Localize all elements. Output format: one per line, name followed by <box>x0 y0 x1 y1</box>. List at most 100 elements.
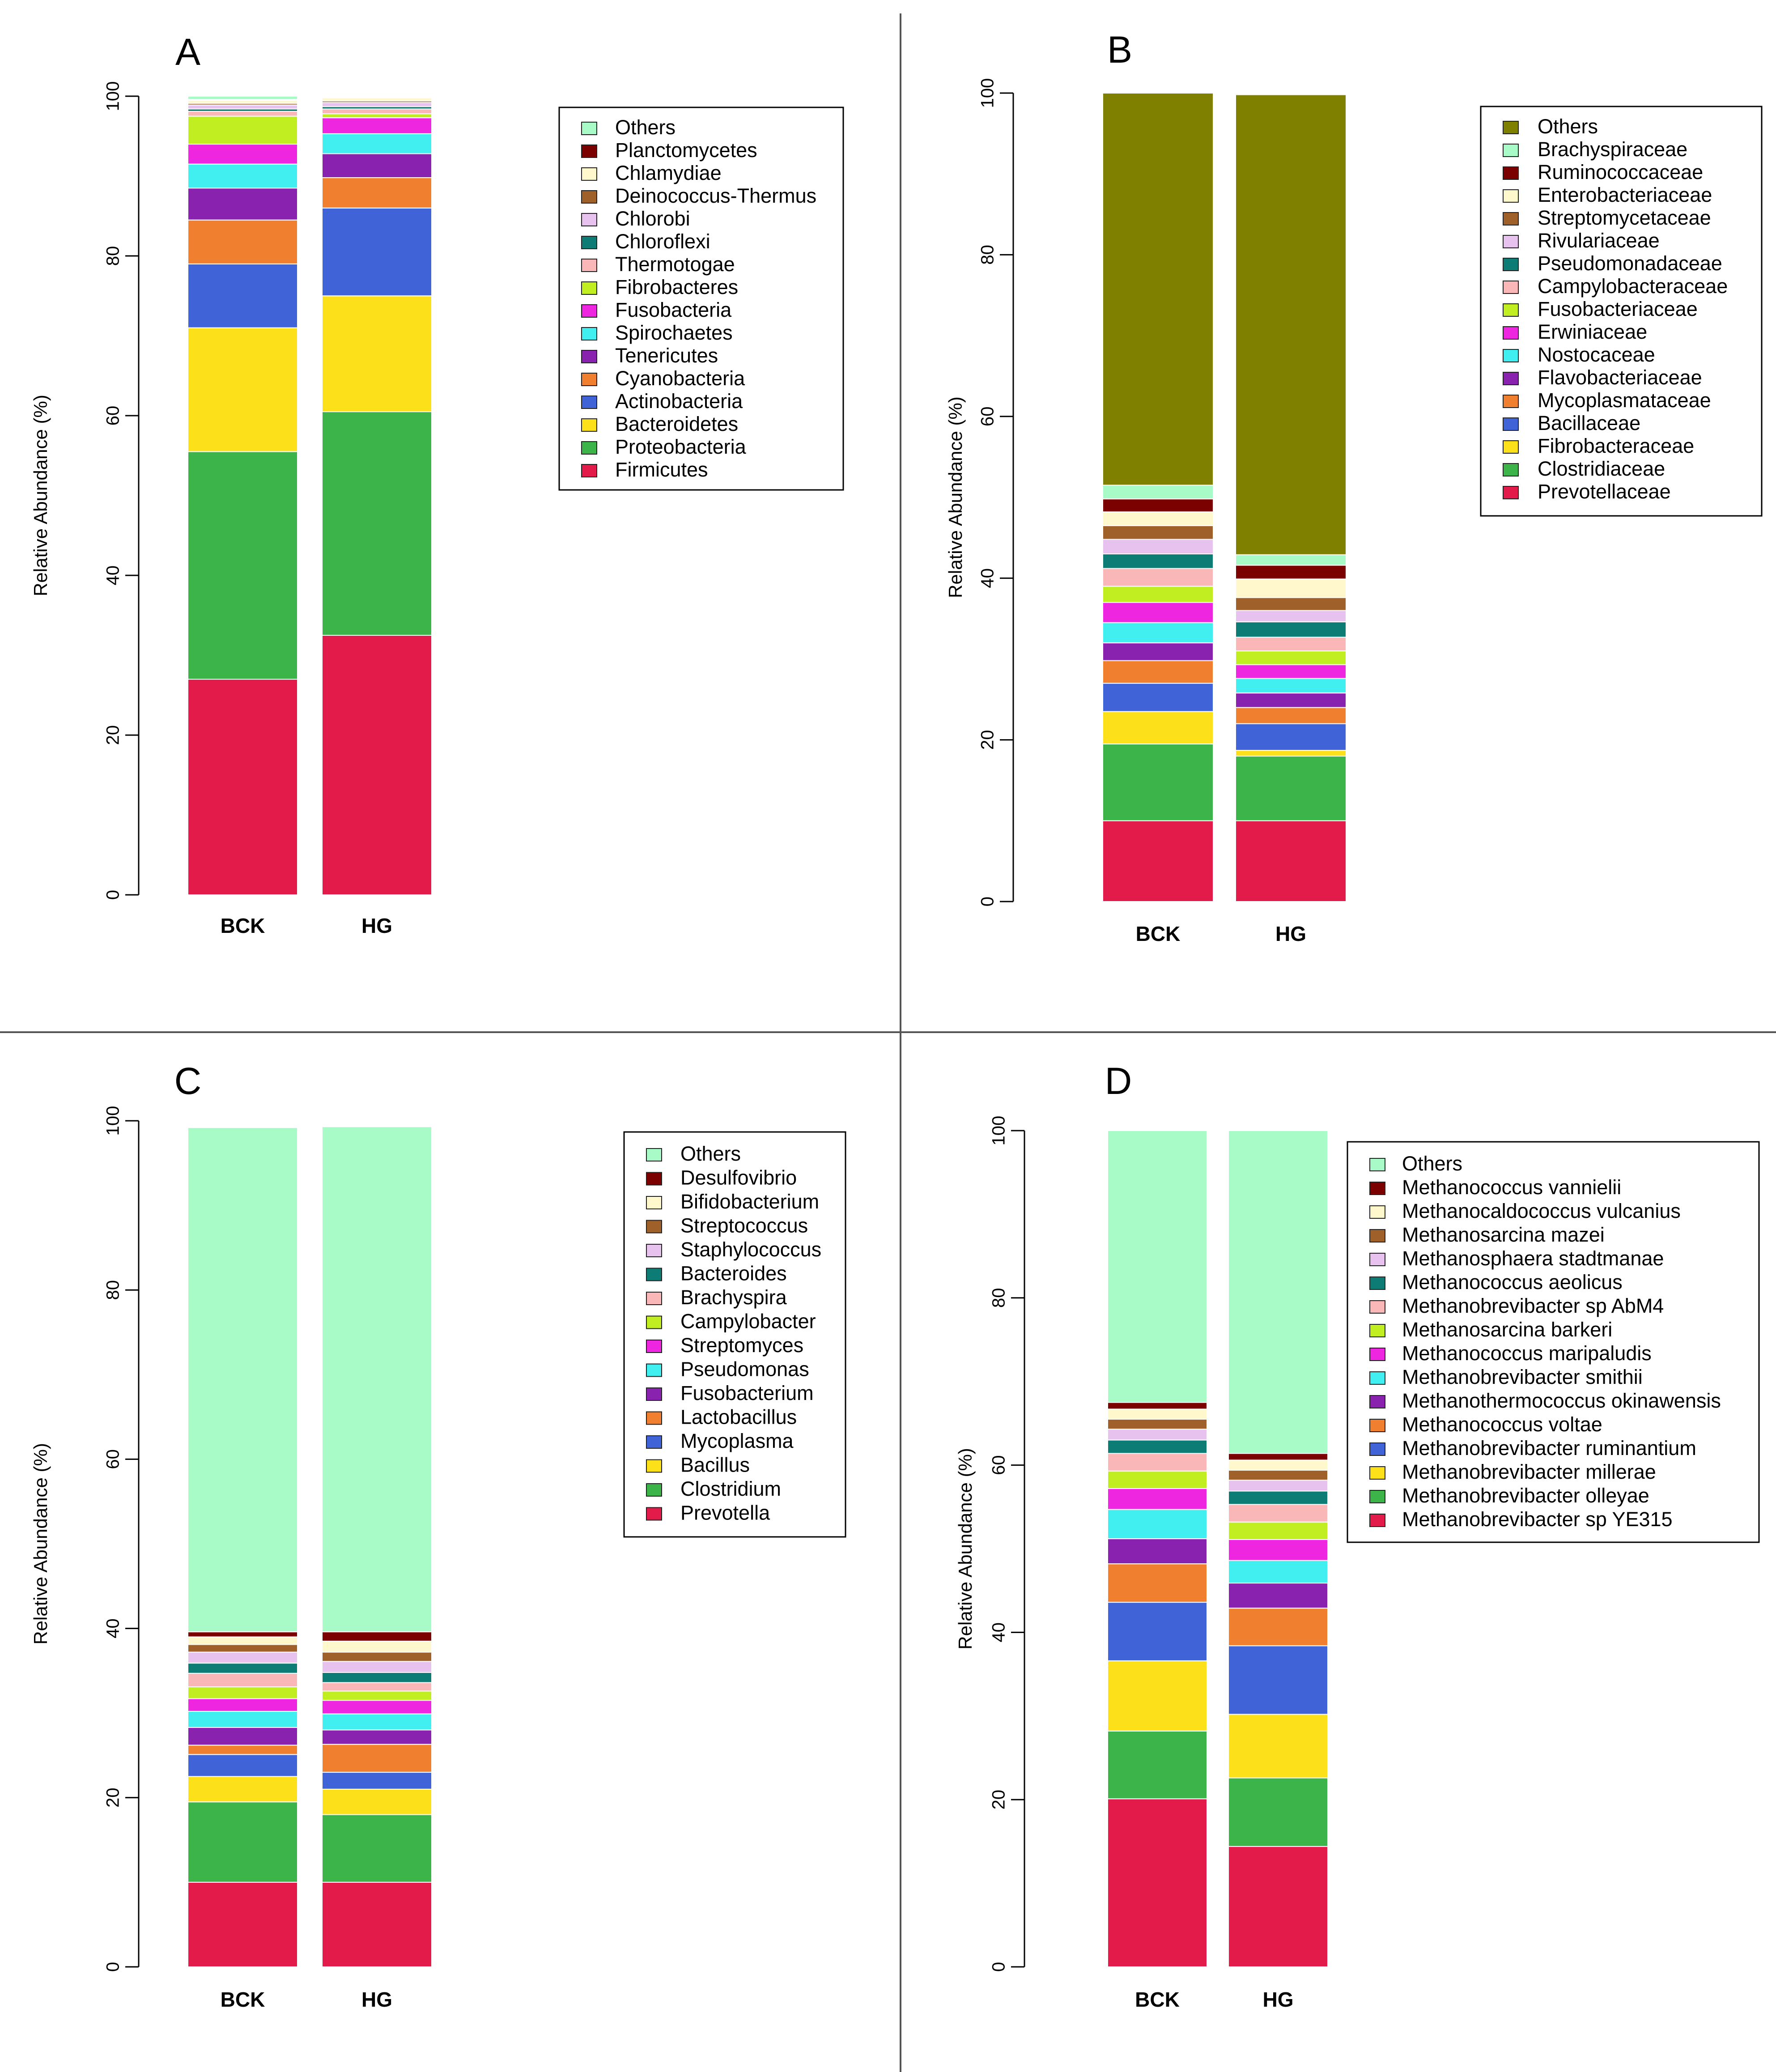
y-tick-label: 80 <box>978 245 998 265</box>
bar-segment-hg-fusobacteriaceae <box>1235 650 1347 665</box>
bar-segment-hg-methanosarcina-mazei <box>1228 1469 1328 1481</box>
legend-label-brachyspira: Brachyspira <box>680 1286 787 1309</box>
legend-swatch-bacillus <box>646 1459 662 1473</box>
legend-label-bifidobacterium: Bifidobacterium <box>680 1190 819 1213</box>
legend-swatch-staphylococcus <box>646 1244 662 1257</box>
bar-segment-hg-methanosphaera-stadtmanae <box>1228 1480 1328 1492</box>
legend-swatch-chlorobi <box>581 213 597 226</box>
bar-segment-bck-firmicutes <box>187 679 298 896</box>
legend-swatch-bifidobacterium <box>646 1196 662 1209</box>
y-tick-label: 40 <box>103 566 123 586</box>
legend-box <box>1480 106 1763 517</box>
bar-segment-bck-spirochaetes <box>187 163 298 189</box>
legend-swatch-firmicutes <box>581 464 597 477</box>
legend-swatch-fusobacteria <box>581 304 597 318</box>
bar-segment-hg-methanococcus-maripaludis <box>1228 1539 1328 1561</box>
bar-segment-bck-desulfovibrio <box>187 1631 298 1638</box>
legend-label-staphylococcus: Staphylococcus <box>680 1238 821 1261</box>
bar-segment-hg-enterobacteriaceae <box>1235 579 1347 598</box>
bar-segment-hg-methanococcus-vannielii <box>1228 1453 1328 1461</box>
legend-label-spirochaetes: Spirochaetes <box>615 321 733 344</box>
legend-swatch-ruminococcaceae <box>1503 166 1519 180</box>
legend-label-tenericutes: Tenericutes <box>615 344 718 367</box>
legend-label-others: Others <box>1402 1152 1462 1175</box>
bar-segment-bck-campylobacteraceae <box>1102 568 1214 587</box>
y-tick-label: 60 <box>978 407 998 427</box>
bar-segment-bck-others <box>1107 1130 1207 1403</box>
legend-swatch-campylobacteraceae <box>1503 281 1519 294</box>
bar-segment-bck-brachyspiraceae <box>1102 485 1214 500</box>
bar-segment-bck-clostridiaceae <box>1102 743 1214 821</box>
bar-segment-bck-methanosarcina-mazei <box>1107 1418 1207 1430</box>
legend-label-flavobacteriaceae: Flavobacteriaceae <box>1538 366 1702 389</box>
y-tick-label: 100 <box>978 78 998 108</box>
bar-segment-bck-prevotellaceae <box>1102 820 1214 902</box>
legend-swatch-others <box>581 122 597 135</box>
bar-segment-bck-methanobrevibacter-ruminantium <box>1107 1602 1207 1661</box>
bar-segment-hg-methanobrevibacter-sp-ye315 <box>1228 1846 1328 1967</box>
bar-segment-hg-pseudomonas <box>322 1713 432 1731</box>
y-tick-label: 40 <box>978 568 998 588</box>
panel-label: A <box>175 31 200 73</box>
bar-segment-hg-flavobacteriaceae <box>1235 692 1347 708</box>
bar-segment-bck-streptococcus <box>187 1644 298 1653</box>
legend-swatch-enterobacteriaceae <box>1503 189 1519 203</box>
bar-segment-bck-methanobrevibacter-sp-abm4 <box>1107 1453 1207 1472</box>
bar-segment-hg-methanobrevibacter-smithii <box>1228 1560 1328 1584</box>
legend-label-methanobrevibacter-millerae: Methanobrevibacter millerae <box>1402 1460 1656 1483</box>
bar-segment-hg-nostocaceae <box>1235 678 1347 694</box>
bar-segment-hg-brachyspira <box>322 1682 432 1692</box>
y-tick-label: 20 <box>103 725 123 745</box>
legend-swatch-proteobacteria <box>581 441 597 455</box>
legend-label-rivulariaceae: Rivulariaceae <box>1538 229 1660 252</box>
bar-segment-hg-lactobacillus <box>322 1744 432 1773</box>
legend-swatch-pseudomonadaceae <box>1503 258 1519 271</box>
legend-swatch-prevotellaceae <box>1503 486 1519 499</box>
legend-swatch-mycoplasmataceae <box>1503 395 1519 408</box>
bar-segment-hg-others <box>322 1126 432 1633</box>
legend-label-bacteroidetes: Bacteroidetes <box>615 413 738 435</box>
legend-label-prevotellaceae: Prevotellaceae <box>1538 480 1671 503</box>
bar-segment-hg-fusobacterium <box>322 1729 432 1745</box>
legend-swatch-campylobacter <box>646 1315 662 1329</box>
legend-label-streptococcus: Streptococcus <box>680 1214 808 1237</box>
legend-swatch-methanobrevibacter-millerae <box>1369 1466 1385 1480</box>
bar-segment-bck-methanobrevibacter-sp-ye315 <box>1107 1798 1207 1968</box>
panel-d: D 0 20 40 60 80 100 Relative Abundance (%) BCK HG… <box>955 1060 1760 2011</box>
bar-segment-bck-staphylococcus <box>187 1651 298 1664</box>
legend-label-fibrobacteraceae: Fibrobacteraceae <box>1538 434 1694 457</box>
legend-label-methanococcus-maripaludis: Methanococcus maripaludis <box>1402 1342 1652 1365</box>
legend-swatch-fibrobacteres <box>581 281 597 295</box>
legend: OthersBrachyspiraceaeRuminococcaceaeEnte… <box>1480 106 1763 517</box>
y-tick-label: 20 <box>103 1788 123 1808</box>
legend-label-enterobacteriaceae: Enterobacteriaceae <box>1538 183 1712 206</box>
bar-segment-hg-fibrobacteres <box>322 113 432 119</box>
bar-segment-bck-campylobacter <box>187 1686 298 1699</box>
legend-label-methanocaldococcus-vulcanius: Methanocaldococcus vulcanius <box>1402 1200 1681 1222</box>
bar-segment-hg-clostridiaceae <box>1235 755 1347 821</box>
y-tick-label: 60 <box>989 1455 1009 1475</box>
legend-swatch-methanococcus-vannielii <box>1369 1182 1385 1195</box>
panel-b: B 0 20 40 60 80 100 Relative Abundance (%) BCK HG… <box>945 29 1763 945</box>
legend-label-fibrobacteres: Fibrobacteres <box>615 276 738 298</box>
bar-segment-hg-bacteroidetes <box>322 295 432 413</box>
bar-segment-hg-prevotellaceae <box>1235 820 1347 902</box>
legend-swatch-clostridiaceae <box>1503 463 1519 477</box>
legend-swatch-methanothermococcus-okinawensis <box>1369 1395 1385 1408</box>
legend-swatch-desulfovibrio <box>646 1172 662 1186</box>
legend-label-streptomycetaceae: Streptomycetaceae <box>1538 206 1711 229</box>
bar-segment-bck-bacillus <box>187 1776 298 1803</box>
legend-box <box>558 106 844 491</box>
legend-label-cyanobacteria: Cyanobacteria <box>615 367 745 390</box>
legend-label-bacteroides: Bacteroides <box>680 1262 787 1285</box>
bar-segment-bck-bacillaceae <box>1102 683 1214 712</box>
bar-segment-bck-methanococcus-aeolicus <box>1107 1439 1207 1454</box>
legend-swatch-prevotella <box>646 1507 662 1521</box>
legend-swatch-nostocaceae <box>1503 349 1519 362</box>
bar-segment-bck-chlorobi <box>187 104 298 110</box>
bar-segment-bck-methanococcus-voltae <box>1107 1563 1207 1603</box>
legend-swatch-methanobrevibacter-sp-ye315 <box>1369 1514 1385 1527</box>
bar-segment-hg-others <box>322 96 432 98</box>
legend-swatch-fusobacterium <box>646 1387 662 1401</box>
